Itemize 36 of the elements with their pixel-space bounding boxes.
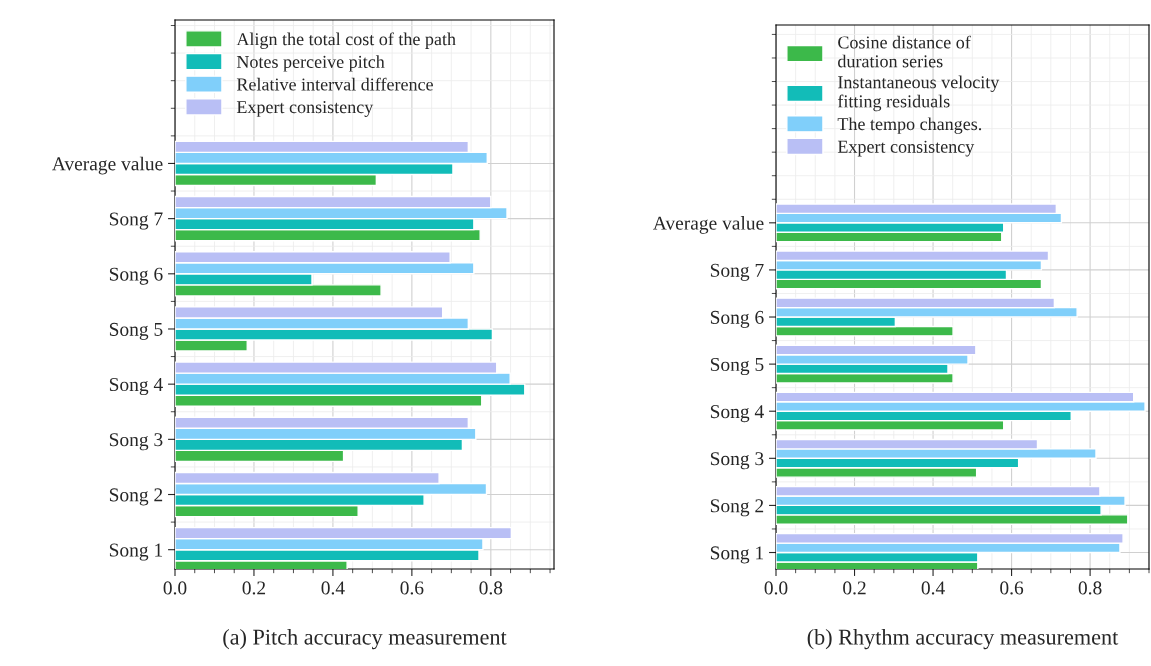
legend-label: The tempo changes. xyxy=(837,117,982,134)
legend-label: Cosine distance of duration series xyxy=(838,35,971,68)
y-tick-label: Song 5 xyxy=(109,322,163,340)
y-tick-label: Song 3 xyxy=(109,433,163,451)
x-tick-label: 0.4 xyxy=(921,581,945,595)
x-tick-label: 0.6 xyxy=(400,581,424,595)
y-tick-label: Song 3 xyxy=(710,452,764,470)
y-tick-label: Song 4 xyxy=(109,378,163,396)
y-tick-label: Song 2 xyxy=(710,499,764,517)
y-tick-label: Song 6 xyxy=(710,310,764,328)
y-tick-label: Average value xyxy=(652,216,764,234)
legend-label: Expert consistency xyxy=(236,101,374,117)
legend-label: Expert consistency xyxy=(837,140,975,157)
x-tick-label: 0.4 xyxy=(321,581,345,595)
y-tick-label: Song 2 xyxy=(109,488,163,506)
x-tick-label: 0.8 xyxy=(479,581,503,595)
legend-label: Relative interval difference xyxy=(236,77,433,91)
x-tick-label: 0.2 xyxy=(242,581,266,595)
y-tick-label: Song 5 xyxy=(710,357,764,376)
x-tick-label: 0.0 xyxy=(163,581,187,595)
x-tick-label: 0.6 xyxy=(1000,581,1024,595)
x-tick-label: 0.2 xyxy=(843,581,866,595)
y-tick-label: Song 1 xyxy=(109,543,163,561)
legend-label: Align the total cost of the path xyxy=(236,32,456,49)
x-tick-label: 0.8 xyxy=(1078,581,1102,595)
y-tick-label: Song 4 xyxy=(710,405,764,423)
y-tick-label: Average value xyxy=(51,156,163,175)
x-axis-title: (a) Pitch accuracy measurement xyxy=(223,628,507,650)
x-tick-label: 0.0 xyxy=(764,581,788,595)
y-tick-label: Song 1 xyxy=(710,546,764,564)
legend-label: Notes perceive pitch xyxy=(236,55,385,72)
y-tick-label: Song 7 xyxy=(109,212,163,230)
x-axis-title: (b) Rhythm accuracy measurement xyxy=(807,628,1119,650)
legend-label: Instantaneous velocity fitting residuals xyxy=(837,75,1000,112)
y-tick-label: Song 6 xyxy=(109,267,163,285)
y-tick-label: Song 7 xyxy=(710,263,764,281)
